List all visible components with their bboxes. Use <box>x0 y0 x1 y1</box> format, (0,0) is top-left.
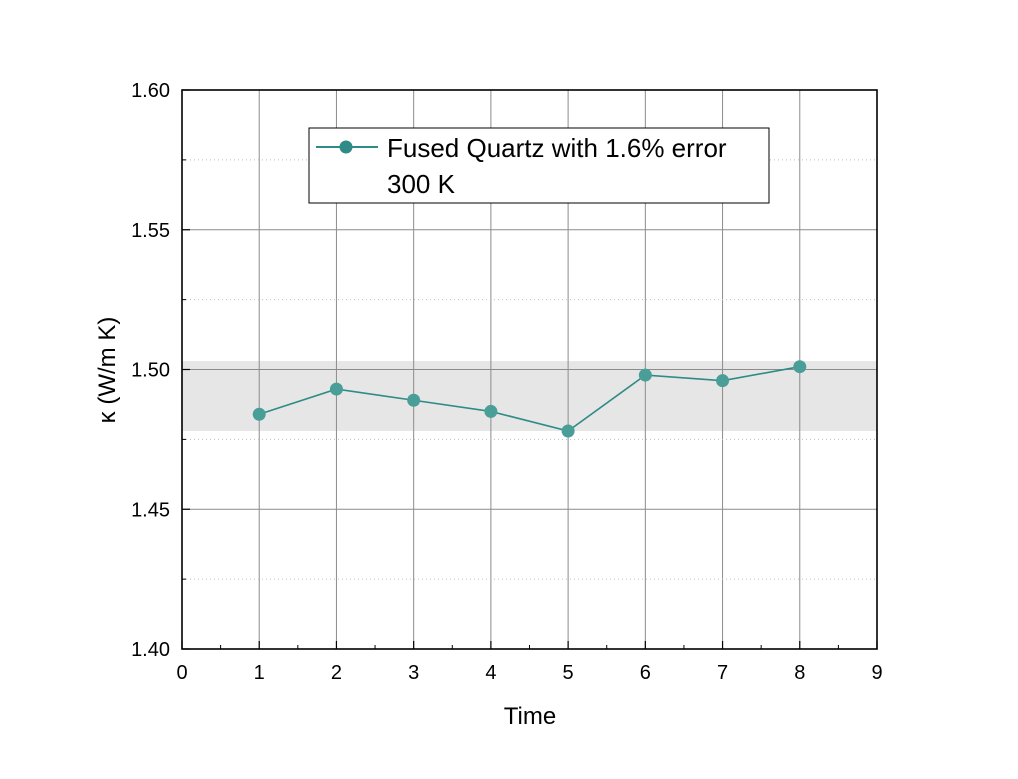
y-tick-label: 1.50 <box>131 360 170 382</box>
x-tick-label: 4 <box>485 662 496 684</box>
y-tick-label: 1.55 <box>131 220 170 242</box>
legend-marker-sample <box>339 140 353 154</box>
x-tick-label: 0 <box>176 662 187 684</box>
series-line <box>258 365 800 432</box>
y-tick-label: 1.45 <box>131 499 170 521</box>
y-tick-label: 1.60 <box>131 80 170 102</box>
data-point <box>329 382 343 396</box>
data-point <box>793 360 807 374</box>
data-point <box>407 393 421 407</box>
data-point <box>252 407 266 421</box>
legend-label-series: Fused Quartz with 1.6% error <box>387 133 727 163</box>
x-tick-label: 7 <box>717 662 728 684</box>
y-axis-title: κ (W/m K) <box>94 317 121 424</box>
axis-layer: 0 1 2 3 4 5 6 7 8 9 1.40 1.45 1.50 1.55 1.60 <box>131 80 883 684</box>
x-tick-label: 1 <box>254 662 265 684</box>
legend-label-temperature: 300 K <box>387 169 456 199</box>
x-tick-label: 8 <box>794 662 805 684</box>
x-tick-label: 3 <box>408 662 419 684</box>
data-point <box>561 424 575 438</box>
data-point <box>638 368 652 382</box>
legend: Fused Quartz with 1.6% error 300 K <box>308 127 770 204</box>
y-tick-label: 1.40 <box>131 639 170 661</box>
x-tick-label: 9 <box>871 662 882 684</box>
error-band-layer <box>182 361 877 431</box>
error-band <box>182 361 877 431</box>
legend-box <box>308 127 770 204</box>
x-tick-label: 5 <box>563 662 574 684</box>
x-tick-label: 6 <box>640 662 651 684</box>
data-point <box>484 404 498 418</box>
series-layer <box>252 360 807 438</box>
x-axis-title: Time <box>504 703 556 730</box>
x-tick-label: 2 <box>331 662 342 684</box>
data-point <box>716 374 730 388</box>
